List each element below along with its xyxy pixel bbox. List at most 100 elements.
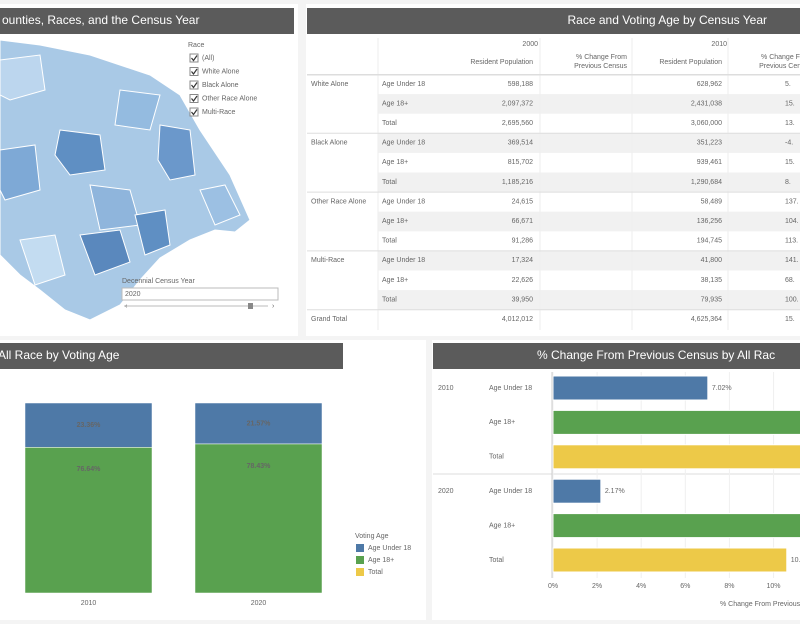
checkbox[interactable] bbox=[189, 53, 199, 63]
slider-handle[interactable] bbox=[248, 303, 253, 309]
legend-label: Total bbox=[368, 569, 383, 576]
title-bar bbox=[0, 8, 294, 34]
value-label: 2.17% bbox=[605, 488, 625, 495]
county bbox=[54, 129, 106, 176]
row-label: Total bbox=[382, 296, 397, 303]
cell: 91,286 bbox=[512, 238, 534, 245]
cell: 68. bbox=[785, 277, 795, 284]
row-label: Age 18+ bbox=[382, 277, 408, 284]
bar-segment bbox=[24, 402, 153, 448]
table-panel bbox=[306, 4, 800, 336]
cell: 939,461 bbox=[697, 159, 722, 166]
value-label: 23.36% bbox=[77, 422, 102, 429]
cell: 4,012,012 bbox=[502, 316, 533, 323]
cell: 4,625,364 bbox=[691, 316, 722, 323]
row-band bbox=[378, 211, 800, 232]
cell: 17,324 bbox=[512, 257, 534, 264]
x-tick-label: 8% bbox=[724, 583, 734, 590]
county bbox=[157, 124, 196, 181]
slider-left[interactable]: ‹ bbox=[125, 303, 128, 310]
cell: 628,962 bbox=[697, 81, 722, 88]
cell: 194,745 bbox=[697, 238, 722, 245]
row-label: Age 18+ bbox=[382, 100, 408, 107]
county bbox=[199, 184, 241, 226]
checkmark[interactable] bbox=[191, 82, 198, 89]
stacked-title: All Race by Voting Age bbox=[0, 348, 120, 362]
legend-label: Age Under 18 bbox=[368, 545, 411, 552]
cell: 369,514 bbox=[508, 140, 533, 147]
filter-title: Decennial Census Year bbox=[122, 278, 195, 285]
county bbox=[0, 54, 46, 101]
slider-right[interactable]: › bbox=[272, 303, 275, 310]
cell: 13. bbox=[785, 120, 795, 127]
x-tick-label: 2% bbox=[592, 583, 602, 590]
row-label: Age 18+ bbox=[382, 218, 408, 225]
cell: 5. bbox=[785, 81, 791, 88]
checkbox[interactable] bbox=[189, 107, 199, 117]
cell: 3,060,000 bbox=[691, 120, 722, 127]
row-label: Age Under 18 bbox=[382, 140, 425, 147]
bar-segment bbox=[24, 447, 153, 594]
county bbox=[114, 89, 161, 131]
row-label: Total bbox=[489, 454, 504, 461]
filter-option[interactable]: Multi-Race bbox=[202, 109, 236, 116]
checkmark[interactable] bbox=[191, 68, 198, 76]
checkbox[interactable] bbox=[189, 94, 199, 103]
map-title: ounties, Races, and the Census Year bbox=[2, 13, 199, 27]
year-header: 2000 bbox=[522, 41, 538, 48]
sub-header: Resident Population bbox=[659, 59, 722, 66]
checkmark[interactable] bbox=[191, 95, 198, 103]
row-label: Total bbox=[382, 120, 397, 127]
year-value[interactable]: 2020 bbox=[125, 291, 141, 298]
bar bbox=[552, 409, 800, 435]
group-label: Multi-Race bbox=[311, 257, 345, 264]
legend-title: Voting Age bbox=[355, 533, 389, 540]
value-label: 10.6% bbox=[791, 557, 800, 564]
checkbox[interactable] bbox=[189, 67, 199, 76]
row-label: Age Under 18 bbox=[489, 385, 532, 392]
legend-swatch bbox=[356, 544, 364, 552]
x-tick-label: 2010 bbox=[81, 600, 97, 607]
cell: -4. bbox=[785, 140, 793, 147]
legend-label: Age 18+ bbox=[368, 557, 394, 564]
bar bbox=[552, 513, 800, 539]
filter-option[interactable]: Other Race Alone bbox=[202, 95, 257, 102]
row-label: Grand Total bbox=[311, 316, 348, 323]
bar bbox=[552, 375, 709, 401]
filter-option[interactable]: (All) bbox=[202, 55, 214, 62]
year-input[interactable] bbox=[121, 287, 279, 301]
table-title: Race and Voting Age by Census Year bbox=[568, 13, 767, 27]
title-bar bbox=[307, 8, 800, 34]
sub-header: % Change From bbox=[576, 54, 627, 61]
state bbox=[0, 39, 251, 321]
checkmark[interactable] bbox=[191, 55, 198, 62]
bar-segment bbox=[194, 443, 323, 594]
value-label: 78.43% bbox=[247, 463, 272, 470]
group-label: 2020 bbox=[438, 488, 454, 495]
title-bar bbox=[0, 343, 343, 369]
filter-option[interactable]: White Alone bbox=[202, 68, 239, 75]
cell: 24,615 bbox=[512, 198, 534, 205]
cell: 104. bbox=[785, 218, 799, 225]
group-label: White Alone bbox=[311, 81, 348, 88]
checkmark[interactable] bbox=[191, 109, 198, 116]
row-label: Total bbox=[489, 557, 504, 564]
title-bar bbox=[433, 343, 800, 369]
bar bbox=[552, 547, 788, 573]
cell: 815,702 bbox=[508, 159, 533, 166]
x-tick-label: 6% bbox=[680, 583, 690, 590]
filter-option[interactable]: Black Alone bbox=[202, 82, 239, 89]
legend-swatch bbox=[356, 568, 364, 576]
x-axis-label: % Change From Previous Census bbox=[720, 601, 800, 608]
row-band bbox=[378, 290, 800, 310]
legend-swatch bbox=[356, 556, 364, 564]
checkbox[interactable] bbox=[189, 80, 199, 90]
cell: 15. bbox=[785, 316, 795, 323]
group-label: Other Race Alone bbox=[311, 198, 366, 205]
cell: 66,671 bbox=[512, 218, 534, 225]
cell: 38,135 bbox=[701, 277, 723, 284]
cell: 15. bbox=[785, 100, 795, 107]
bar bbox=[552, 444, 800, 470]
group-label: Black Alone bbox=[311, 140, 348, 147]
value-label: 76.64% bbox=[77, 466, 102, 473]
